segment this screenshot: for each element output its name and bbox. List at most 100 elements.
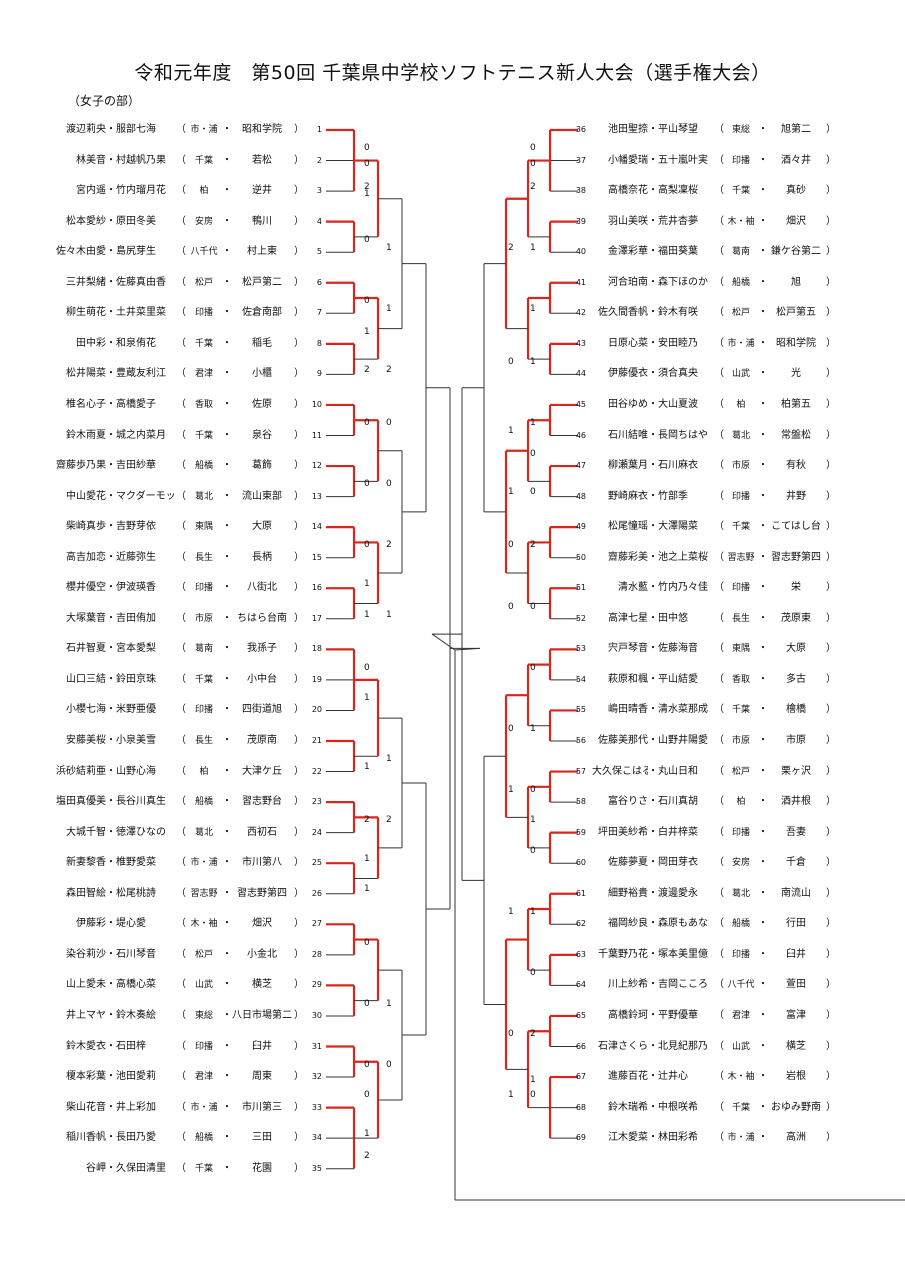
player1-name: 宮内遥 [76, 185, 106, 197]
player2-name: 石川麻衣 [658, 460, 698, 472]
school-name: 柏第五 [781, 398, 811, 410]
separator: ・ [648, 521, 658, 533]
separator: ・ [106, 704, 116, 716]
player2-name: 村越帆乃果 [116, 154, 166, 166]
paren-open: （ [176, 307, 186, 319]
separator: ・ [758, 641, 766, 657]
separator: ・ [106, 521, 116, 533]
player2-name: 鈴田京珠 [116, 673, 156, 685]
entry-number: 61 [575, 888, 586, 898]
entry-number: 69 [575, 1133, 586, 1143]
separator: ・ [106, 246, 116, 258]
entry-number: 7 [316, 308, 322, 318]
region-name: 柏 [736, 399, 746, 410]
player2-name: 平山琴望 [658, 124, 698, 135]
paren-open: （ [714, 1132, 724, 1144]
player1-name: 川上紗希 [608, 979, 648, 991]
region-name: 安房 [731, 858, 750, 869]
player1-name: 坪田美紗希 [598, 826, 648, 838]
separator: ・ [648, 460, 658, 472]
school-name: 南流山 [781, 887, 811, 899]
match-score: 1 [364, 853, 370, 864]
match-score: 1 [530, 907, 536, 918]
entry-number: 60 [575, 858, 586, 868]
player2-name: 荒井杏夢 [658, 215, 698, 227]
paren-open: （ [714, 521, 724, 533]
match-score: 1 [364, 884, 370, 895]
separator: ・ [222, 366, 230, 382]
separator: ・ [758, 489, 766, 505]
paren-close: ） [826, 368, 836, 380]
separator: ・ [106, 154, 116, 166]
region-name: 千葉 [194, 155, 213, 166]
entry-row: 宮内遥・竹内瑠月花（柏・逆井）3 [46, 183, 326, 199]
player1-name: 柴山花音 [66, 1101, 106, 1113]
separator: ・ [106, 948, 116, 960]
entry-row: 榎本彩葉・池田愛莉（君津・周東）32 [46, 1069, 326, 1085]
entry-number: 18 [311, 644, 322, 654]
match-score: 2 [530, 1029, 536, 1040]
region-name: 市・浦 [190, 858, 218, 869]
entry-row: 新妻黎香・椎野愛菜（市・浦・市川第八）25 [46, 855, 326, 871]
match-score: 0 [508, 723, 514, 734]
separator: ・ [758, 855, 766, 871]
school-name: 四街道旭 [242, 704, 282, 716]
match-score: 2 [364, 1151, 370, 1162]
school-name: 松戸第二 [242, 276, 282, 288]
separator: ・ [222, 550, 230, 566]
separator: ・ [758, 794, 766, 810]
player2-name: 宮本愛梨 [116, 643, 156, 655]
paren-open: （ [714, 887, 724, 899]
school-name: 西初石 [247, 826, 277, 838]
match-score: 0 [364, 158, 370, 169]
match-score: 0 [364, 662, 370, 673]
match-score: 0 [530, 601, 536, 612]
entry-row: 高吉加恋・近藤弥生（長生・長柄）15 [46, 550, 326, 566]
separator: ・ [648, 643, 658, 655]
player2-name: 竹部季 [658, 490, 688, 502]
paren-close: ） [294, 551, 304, 563]
paren-open: （ [714, 1071, 724, 1083]
match-score: 2 [364, 815, 370, 826]
region-name: 千葉 [731, 1102, 750, 1113]
match-score: 0 [364, 418, 370, 429]
entry-row: 山上愛未・高橋心菜（山武・横芝）29 [46, 977, 326, 993]
separator: ・ [222, 397, 230, 413]
region-name: 山武 [731, 369, 750, 380]
region-name: 柏 [199, 766, 209, 777]
match-score: 1 [364, 189, 370, 200]
separator: ・ [106, 796, 116, 808]
entry-row: 鈴木雨夏・城之内菜月（千葉・泉谷）11 [46, 428, 326, 444]
separator: ・ [758, 580, 766, 596]
separator: ・ [222, 702, 230, 718]
player2-name: 椎野愛菜 [116, 857, 156, 869]
paren-open: （ [176, 154, 186, 166]
entry-number: 20 [311, 705, 322, 715]
separator: ・ [106, 1162, 116, 1174]
school-name: 檜橋 [786, 704, 806, 716]
match-score: 1 [508, 907, 514, 918]
entry-row: 稲川香帆・長田乃愛（船橋・三田）34 [46, 1130, 326, 1146]
separator: ・ [222, 641, 230, 657]
paren-open: （ [714, 704, 724, 716]
school-name: 流山東部 [242, 490, 282, 502]
match-score: 2 [364, 365, 370, 376]
entry-number: 34 [311, 1133, 322, 1143]
school-name: 畑沢 [252, 918, 272, 930]
entry-number: 56 [575, 736, 586, 745]
paren-open: （ [714, 1009, 724, 1021]
player2-name: 渡邊愛永 [658, 887, 698, 899]
region-name: 松戸 [731, 766, 750, 777]
player1-name: 齋藤歩乃果 [56, 460, 106, 472]
paren-close: ） [294, 857, 304, 869]
separator: ・ [222, 519, 230, 535]
paren-close: ） [826, 796, 836, 808]
player2-name: 吉野芽依 [116, 521, 156, 533]
separator: ・ [648, 857, 658, 869]
